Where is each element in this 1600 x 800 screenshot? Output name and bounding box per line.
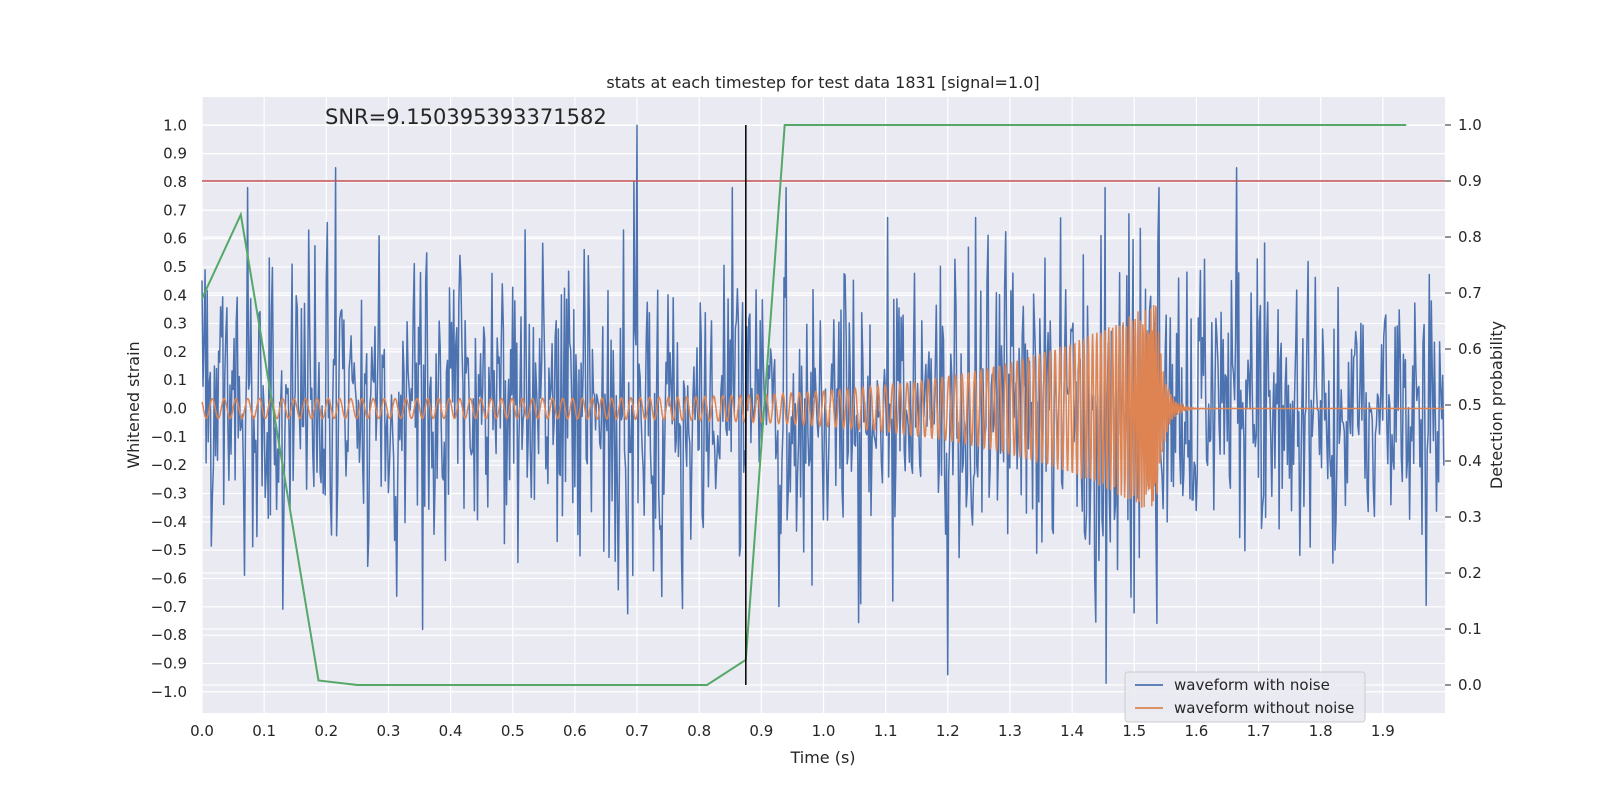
x-tick-label: 1.4: [1060, 722, 1084, 740]
series-waveform-with-noise: [201, 124, 1445, 685]
x-tick-label: 0.1: [252, 722, 276, 740]
x-tick-label: 1.2: [936, 722, 960, 740]
y2-tick-label: 0.7: [1458, 284, 1482, 302]
x-tick-label: 0.4: [439, 722, 463, 740]
y-tick-label: 0.9: [163, 145, 187, 163]
y2-tick-label: 0.3: [1458, 508, 1482, 526]
y-tick-label: −0.4: [151, 513, 187, 531]
x-tick-label: 1.7: [1247, 722, 1271, 740]
y2-tick-label: 0.6: [1458, 340, 1482, 358]
ticks: 0.0 0.1 0.2 0.3 0.4 0.5 0.6 0.7 0.8 0.9 1.0 1.1 1.2 1…: [151, 116, 1482, 740]
y2-tick-label: 0.1: [1458, 620, 1482, 638]
y-tick-label: −0.8: [151, 626, 187, 644]
x-tick-label: 0.9: [749, 722, 773, 740]
x-tick-label: 1.6: [1184, 722, 1208, 740]
y-tick-label: 0.3: [163, 315, 187, 333]
x-tick-label: 1.8: [1309, 722, 1333, 740]
y2-tick-label: 0.9: [1458, 172, 1482, 190]
x-tick-label: 0.0: [190, 722, 214, 740]
y-tick-label: 0.0: [163, 400, 187, 418]
x-tick-label: 1.9: [1371, 722, 1395, 740]
x-tick-label: 0.5: [501, 722, 525, 740]
y2-tick-label: 0.2: [1458, 564, 1482, 582]
y-tick-label: 0.7: [163, 201, 187, 219]
y-tick-label: −0.2: [151, 456, 187, 474]
y2-axis-label: Detection probability: [1487, 321, 1506, 489]
x-tick-label: 0.6: [563, 722, 587, 740]
legend-label-clean: waveform without noise: [1174, 699, 1354, 717]
chart-title: stats at each timestep for test data 183…: [606, 73, 1039, 92]
x-tick-label: 1.1: [874, 722, 898, 740]
y2-tick-label: 0.8: [1458, 228, 1482, 246]
x-tick-label: 0.7: [625, 722, 649, 740]
y-tick-label: 0.4: [163, 286, 187, 304]
legend-box: [1124, 671, 1366, 723]
y-tick-label: −0.9: [151, 654, 187, 672]
x-tick-label: 0.8: [687, 722, 711, 740]
legend-label-noise: waveform with noise: [1174, 676, 1330, 694]
x-tick-label: 1.3: [998, 722, 1022, 740]
y-tick-label: −0.5: [151, 541, 187, 559]
y-axis-label: Whitened strain: [124, 341, 143, 468]
y-tick-label: 0.1: [163, 371, 187, 389]
y2-tick-label: 1.0: [1458, 116, 1482, 134]
y-tick-label: 0.2: [163, 343, 187, 361]
x-tick-label: 1.0: [812, 722, 836, 740]
y-tick-label: 0.8: [163, 173, 187, 191]
y-tick-label: −0.1: [151, 428, 187, 446]
y-tick-label: 0.6: [163, 230, 187, 248]
legend: waveform with noise waveform without noi…: [1124, 671, 1366, 723]
y-tick-label: −0.7: [151, 598, 187, 616]
y2-tick-label: 0.5: [1458, 396, 1482, 414]
y-tick-label: −0.6: [151, 569, 187, 587]
y-tick-label: 0.5: [163, 258, 187, 276]
plot-lines: [201, 124, 1445, 686]
snr-annotation: SNR=9.150395393371582: [325, 105, 607, 129]
x-tick-label: 1.5: [1122, 722, 1146, 740]
y-tick-label: −0.3: [151, 485, 187, 503]
x-axis-label: Time (s): [789, 748, 855, 767]
y-tick-label: −1.0: [151, 683, 187, 701]
y2-tick-label: 0.0: [1458, 676, 1482, 694]
series-detection-probability: [201, 124, 1407, 686]
series-waveform-without-noise: [201, 304, 1444, 508]
x-tick-label: 0.2: [314, 722, 338, 740]
y2-tick-label: 0.4: [1458, 452, 1482, 470]
x-tick-label: 0.3: [377, 722, 401, 740]
y-tick-label: 1.0: [163, 116, 187, 134]
